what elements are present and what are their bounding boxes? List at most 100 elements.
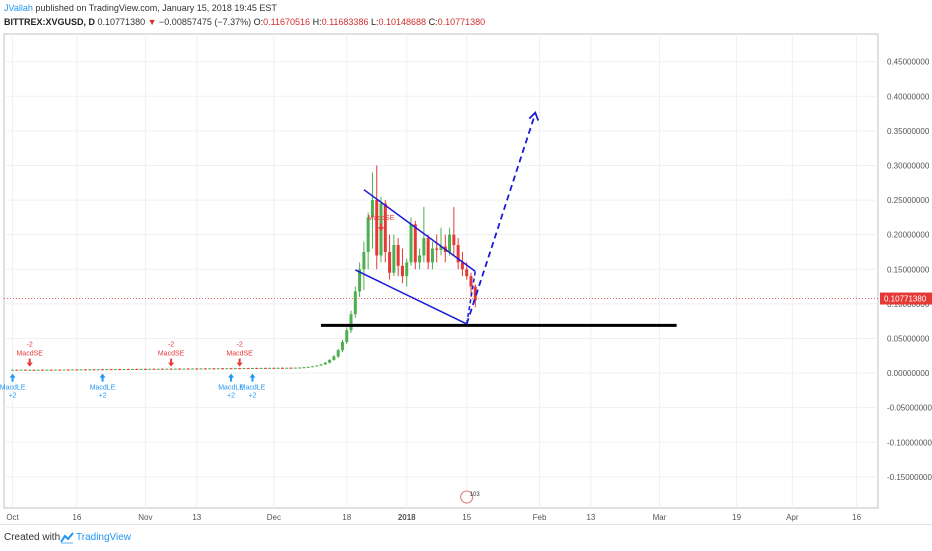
candle-body [165,368,169,370]
buy-arrow-icon [99,373,106,382]
candle-body [113,369,117,371]
candle-body [233,368,237,370]
candle-body [131,368,135,370]
buy-signal-qty: +2 [9,393,17,400]
y-axis-tick-label: 0.05000000 [887,334,930,343]
candle-body [173,368,177,370]
open-value: 0.11670516 [263,17,311,27]
buy-arrow-icon [249,373,256,382]
candle-body [405,262,409,277]
symbol-label[interactable]: BITTREX:XVGUSD, D [4,17,96,27]
candle-body [383,203,387,252]
channel-lower-line[interactable] [354,269,468,325]
candle-body [426,238,430,263]
author-link[interactable]: JVallah [4,3,33,13]
candle-body [409,224,413,263]
event-marker-label: 103 [470,492,481,498]
candle-body [328,359,332,363]
candle-body [229,368,233,370]
candle-body [178,368,182,370]
x-axis-tick-label: 16 [72,513,81,522]
candle-body [473,286,477,301]
x-axis-tick-label: 19 [732,513,741,522]
candle-body [221,368,224,370]
close-value: 0.10771380 [437,17,486,27]
candle-body [92,369,96,371]
candle-body [109,369,113,371]
candle-body [268,367,272,369]
candle-body [83,369,87,371]
price-chart[interactable]: 0.45000000 0.40000000 0.35000000 0.30000000… [0,0,932,524]
sell-signal-qty: -2 [168,342,174,349]
candle-body [392,245,396,273]
candle-body [143,368,147,370]
candle-body [349,314,353,331]
candle-body [135,368,139,370]
candle-body [45,369,49,371]
y-axis-tick-label: -0.10000000 [887,438,932,447]
down-arrow-icon: ▼ [147,17,157,27]
candle-body [203,368,207,370]
candle-body [36,369,40,371]
candle-body [293,367,297,369]
x-axis-tick-label: Oct [6,513,19,522]
candle-body [225,368,229,370]
event-marker-icon[interactable] [460,490,474,504]
buy-signal-label: MacdLE [90,385,116,392]
publish-info: JVallah published on TradingView.com, Ja… [4,2,277,14]
x-axis-tick-label: Apr [786,513,799,522]
y-axis-tick-label: 0.00000000 [887,369,930,378]
candle-body [465,269,469,277]
sell-arrow-icon [378,223,385,232]
candle-body [375,200,379,256]
tradingview-logo-icon[interactable] [60,531,74,549]
candle-body [28,369,32,371]
candle-body [276,367,280,369]
candle-body [460,262,464,270]
high-value: 0.11683386 [321,17,369,27]
candle-body [469,276,473,287]
candle-body [169,368,173,370]
low-value: 0.10148688 [378,17,427,27]
candle-body [182,368,186,370]
candle-body [101,369,105,371]
channel-right-line[interactable] [465,271,477,325]
projection-arrow-line[interactable] [465,113,537,325]
x-axis-tick-label: Dec [267,513,281,522]
low-label: L: [370,17,379,27]
y-axis-tick-label: 0.30000000 [887,161,930,170]
buy-signal-label: MacdLE [240,385,266,392]
candle-body [191,368,195,370]
buy-signal-label: MacdLE [218,385,244,392]
candle-body [255,368,259,370]
open-label: O: [253,17,264,27]
candle-body [358,269,362,292]
candle-body [332,356,336,360]
x-axis-tick-label: 18 [342,513,351,522]
candle-body [400,265,404,277]
buy-arrow-icon [9,373,16,382]
plot-area [3,33,879,509]
candle-body [456,245,460,263]
candle-body [23,369,27,371]
last-price: 0.10771380 [97,17,146,27]
candle-body [430,248,434,263]
candle-body [285,367,289,369]
channel-upper-line[interactable] [363,189,476,272]
projection-arrowhead-icon [528,110,540,121]
x-axis-tick-label: Feb [533,513,547,522]
y-axis-tick-label: -0.05000000 [887,404,932,413]
ohlc-legend: BITTREX:XVGUSD, D 0.10771380 ▼ −0.008574… [4,16,485,28]
candle-body [11,369,15,371]
tradingview-brand-link[interactable]: TradingView [76,532,132,543]
candle-body [216,368,220,370]
candle-body [315,365,319,367]
candle-body [439,246,443,250]
candle-body [422,238,426,256]
sell-signal-label: MacdSE [158,351,185,358]
candle-body [195,368,199,370]
sell-signal-qty: -2 [27,342,33,349]
sell-arrow-icon [236,358,243,367]
candle-body [58,369,62,371]
high-label: H: [312,17,322,27]
